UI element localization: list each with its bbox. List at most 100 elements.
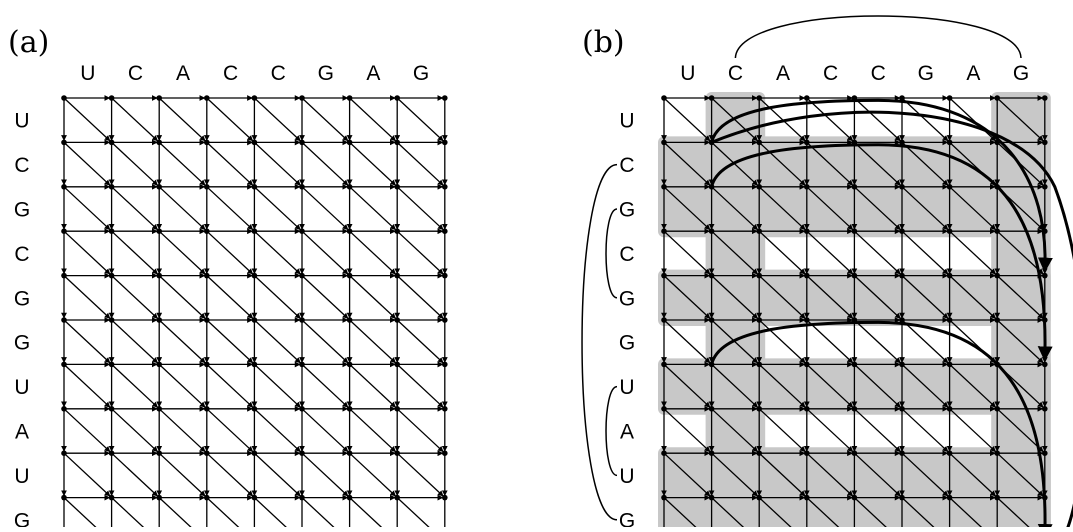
- diagonal-edge: [301, 275, 349, 319]
- diagonal-edge: [901, 230, 949, 275]
- diagonal-edge: [901, 319, 949, 364]
- outer-highlight-path: [711, 110, 1073, 532]
- top-sequence-base: U: [80, 62, 95, 85]
- top-sequence-base: C: [271, 62, 286, 85]
- left-sequence-base: U: [619, 376, 634, 399]
- graph-node: [442, 95, 448, 101]
- diagonal-edge: [349, 275, 397, 319]
- graph-node: [804, 494, 810, 501]
- diagonal-edge: [206, 363, 254, 408]
- graph-node: [156, 494, 162, 501]
- diagonal-edge: [758, 230, 806, 275]
- left-sequence-base: U: [619, 465, 634, 488]
- graph-node: [156, 450, 162, 457]
- graph-node: [346, 406, 353, 412]
- diagonal-edge: [63, 408, 111, 453]
- graph-node: [661, 228, 667, 234]
- graph-node: [204, 494, 210, 501]
- left-sequence-base: G: [619, 287, 635, 310]
- left-sequence-base: U: [14, 110, 29, 133]
- graph-node: [61, 361, 67, 368]
- diagonal-edge: [758, 319, 806, 364]
- graph-node: [61, 317, 67, 323]
- diagonal-edge: [111, 363, 159, 408]
- diagonal-edge: [853, 141, 901, 186]
- diagonal-edge: [349, 186, 397, 231]
- graph-node: [994, 228, 1000, 234]
- diagonal-edge: [349, 408, 397, 453]
- graph-node: [394, 361, 401, 368]
- graph-node: [756, 494, 762, 501]
- diagonal-edge: [253, 452, 301, 497]
- diagonal-edge: [901, 275, 949, 319]
- diagonal-edge: [158, 97, 206, 142]
- graph-node: [708, 406, 715, 412]
- left-sequence-base: G: [619, 199, 635, 222]
- diagonal-edge: [349, 363, 397, 408]
- graph-node: [851, 406, 858, 412]
- graph-node: [442, 450, 448, 457]
- diagonal-edge: [663, 230, 711, 275]
- top-sequence-base: G: [1013, 62, 1029, 85]
- graph-node: [108, 95, 115, 101]
- panel-b-nodes: [661, 95, 1048, 501]
- graph-node: [851, 494, 858, 501]
- graph-node: [394, 317, 401, 323]
- diagonal-edge: [206, 230, 254, 275]
- top-sequence-base: A: [176, 62, 190, 85]
- diagonal-edge: [806, 230, 854, 275]
- diagonal-edge: [206, 497, 245, 532]
- left-base-pair-arc: [605, 385, 618, 477]
- graph-node: [899, 317, 905, 323]
- diagonal-edge: [63, 275, 111, 319]
- graph-node: [994, 317, 1000, 323]
- top-sequence-base: G: [413, 62, 429, 85]
- left-sequence-base: C: [14, 243, 29, 266]
- highlight-path: [710, 98, 1053, 273]
- graph-node: [756, 228, 762, 234]
- graph-node: [994, 272, 1000, 279]
- graph-node: [994, 95, 1000, 101]
- graph-node: [346, 139, 353, 146]
- diagonal-edge: [949, 275, 997, 319]
- graph-node: [804, 139, 810, 146]
- diagonal-edge: [663, 363, 711, 408]
- diagonal-edge: [63, 141, 111, 186]
- graph-node: [946, 139, 953, 146]
- top-sequence-base: A: [966, 62, 980, 85]
- diagonal-edge: [349, 452, 397, 497]
- graph-node: [442, 139, 448, 146]
- diagonal-edge: [901, 363, 949, 408]
- diagonal-edge: [758, 452, 806, 497]
- diagonal-edge: [806, 497, 845, 532]
- graph-node: [899, 95, 905, 101]
- left-sequence-base: U: [14, 376, 29, 399]
- left-sequence-base: G: [14, 287, 30, 310]
- diagonal-edge: [996, 408, 1044, 453]
- diagonal-edge: [111, 319, 159, 364]
- graph-node: [61, 406, 67, 412]
- diagonal-edge: [996, 452, 1044, 497]
- graph-node: [299, 272, 305, 279]
- panel-a-label: (a): [8, 25, 49, 60]
- diagonal-edge: [711, 230, 759, 275]
- graph-node: [899, 228, 905, 234]
- diagonal-edge: [996, 97, 1044, 142]
- highlight-path: [710, 320, 1053, 532]
- graph-node: [346, 450, 353, 457]
- left-sequence-base: A: [15, 421, 29, 444]
- diagonal-edge: [853, 497, 893, 532]
- diagonal-edge: [158, 275, 206, 319]
- diagonal-edge: [111, 230, 159, 275]
- top-sequence-base: C: [128, 62, 143, 85]
- diagonal-edge: [253, 408, 301, 453]
- graph-node: [946, 494, 953, 501]
- graph-node: [251, 184, 258, 190]
- top-sequence-base: C: [223, 62, 238, 85]
- diagonal-edge: [758, 363, 806, 408]
- diagonal-edge: [301, 186, 349, 231]
- graph-node: [946, 184, 953, 190]
- graph-node: [661, 361, 667, 368]
- diagonal-edge: [396, 497, 436, 532]
